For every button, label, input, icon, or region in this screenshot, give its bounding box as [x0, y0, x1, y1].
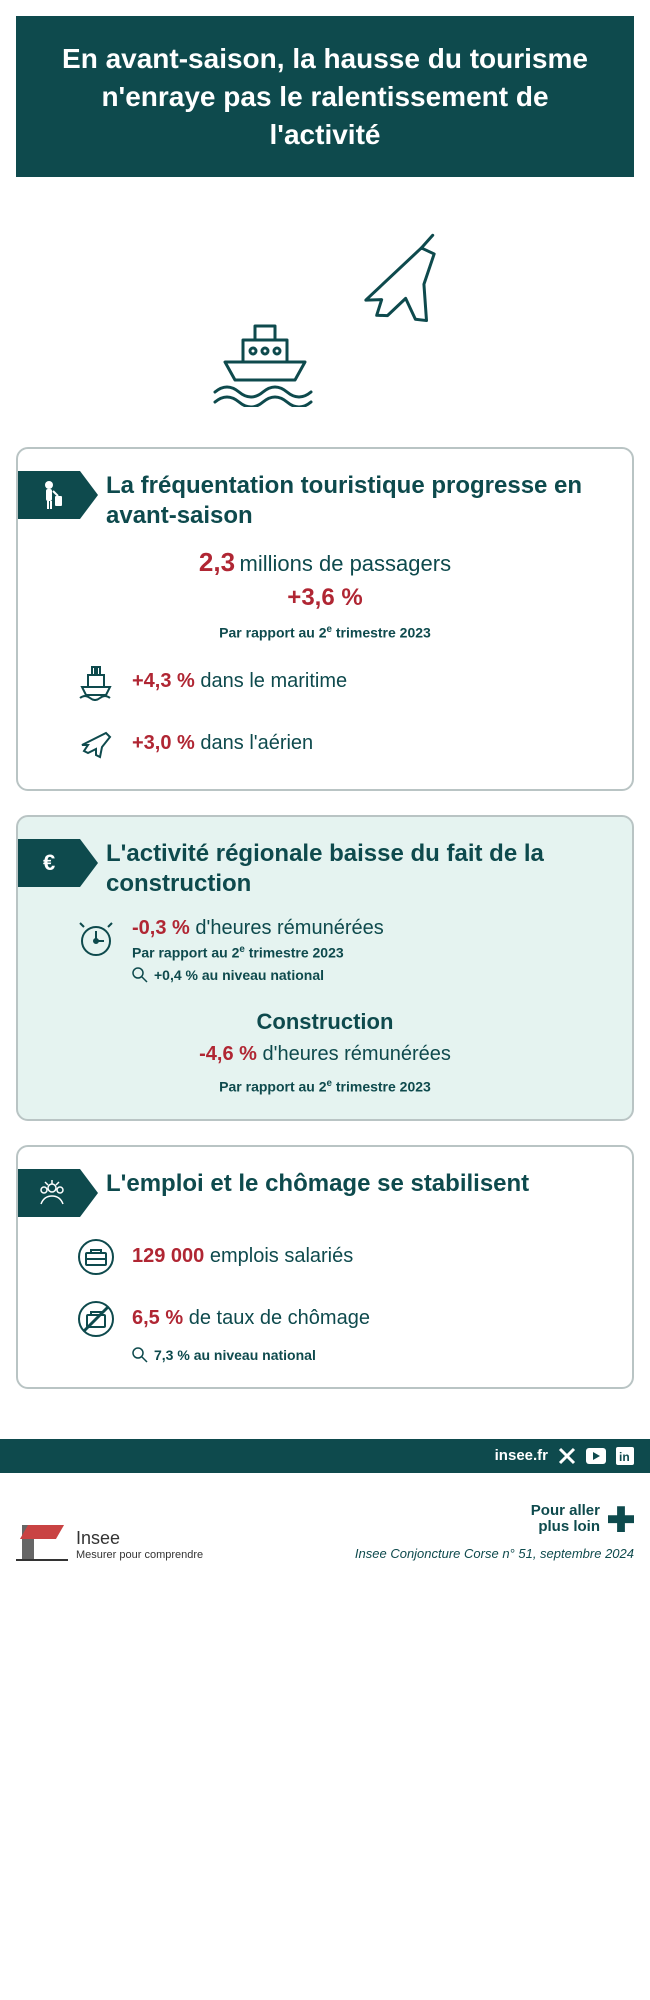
- unemp-label: de taux de chômage: [189, 1307, 370, 1329]
- construction-pct: -4,6 %: [199, 1043, 257, 1065]
- national-unemp-note: 7,3 % au niveau national: [44, 1347, 606, 1363]
- go-further[interactable]: Pour aller plus loin: [355, 1503, 634, 1536]
- unemp-value: 6,5 %: [132, 1307, 183, 1329]
- passengers-value: 2,3: [199, 547, 235, 577]
- clock-icon: [74, 917, 118, 961]
- jobs-row: 129 000 emplois salariés: [44, 1235, 606, 1279]
- passengers-unit: millions de passagers: [240, 551, 452, 576]
- footer: Insee Mesurer pour comprendre Pour aller…: [0, 1473, 650, 1581]
- maritime-pct: +4,3 %: [132, 670, 195, 692]
- insee-tagline: Mesurer pour comprendre: [76, 1549, 203, 1561]
- hours-versus: Par rapport au 2e trimestre 2023: [132, 944, 384, 961]
- employment-card: L'emploi et le chômage se stabilisent 12…: [16, 1145, 634, 1389]
- air-pct: +3,0 %: [132, 732, 195, 754]
- no-briefcase-icon: [74, 1297, 118, 1341]
- tourism-pct: +3,6 %: [44, 584, 606, 612]
- svg-text:€: €: [43, 850, 55, 875]
- insee-mark-icon: [16, 1509, 68, 1561]
- jobs-label: emplois salariés: [210, 1245, 353, 1267]
- construction-label: d'heures rémunérées: [263, 1043, 451, 1065]
- social-bar: insee.fr in: [0, 1439, 650, 1473]
- svg-text:in: in: [619, 1450, 630, 1464]
- maritime-row: +4,3 % dans le maritime: [44, 659, 606, 703]
- site-link[interactable]: insee.fr: [495, 1447, 548, 1464]
- maritime-label: dans le maritime: [200, 670, 347, 692]
- publication-reference: Insee Conjoncture Corse n° 51, septembre…: [355, 1546, 634, 1561]
- main-title: En avant-saison, la hausse du tourisme n…: [16, 16, 634, 177]
- activity-card: € L'activité régionale baisse du fait de…: [16, 815, 634, 1121]
- hours-pct: -0,3 %: [132, 917, 190, 939]
- traveler-badge-icon: [18, 471, 80, 519]
- air-label: dans l'aérien: [200, 732, 313, 754]
- air-row: +3,0 % dans l'aérien: [44, 721, 606, 765]
- tourism-heading: La fréquentation touristique progresse e…: [94, 471, 606, 531]
- construction-title: Construction: [44, 1009, 606, 1035]
- plane-icon: [74, 721, 118, 765]
- ship-icon: [74, 659, 118, 703]
- plus-icon: [608, 1506, 634, 1532]
- linkedin-icon[interactable]: in: [616, 1447, 634, 1465]
- employment-heading: L'emploi et le chômage se stabilisent: [94, 1169, 529, 1199]
- national-hours-note: +0,4 % au niveau national: [44, 967, 606, 983]
- activity-heading: L'activité régionale baisse du fait de l…: [94, 839, 606, 899]
- youtube-icon[interactable]: [586, 1448, 606, 1464]
- magnifier-icon: [132, 967, 148, 983]
- tourism-versus: Par rapport au 2e trimestre 2023: [44, 624, 606, 641]
- x-icon[interactable]: [558, 1447, 576, 1465]
- construction-versus: Par rapport au 2e trimestre 2023: [44, 1078, 606, 1095]
- tourism-card: La fréquentation touristique progresse e…: [16, 447, 634, 791]
- hero-illustration: [16, 177, 634, 447]
- unemployment-row: 6,5 % de taux de chômage: [44, 1297, 606, 1341]
- hours-row: -0,3 % d'heures rémunérées Par rapport a…: [44, 917, 606, 961]
- insee-logo: Insee Mesurer pour comprendre: [16, 1509, 203, 1561]
- passengers-line: 2,3 millions de passagers: [44, 547, 606, 578]
- magnifier-icon: [132, 1347, 148, 1363]
- insee-name: Insee: [76, 1528, 203, 1549]
- briefcase-icon: [74, 1235, 118, 1279]
- hours-label: d'heures rémunérées: [195, 917, 383, 939]
- jobs-value: 129 000: [132, 1245, 204, 1267]
- workers-badge-icon: [18, 1169, 80, 1217]
- ship-plane-icon: [175, 227, 475, 407]
- euro-badge-icon: €: [18, 839, 80, 887]
